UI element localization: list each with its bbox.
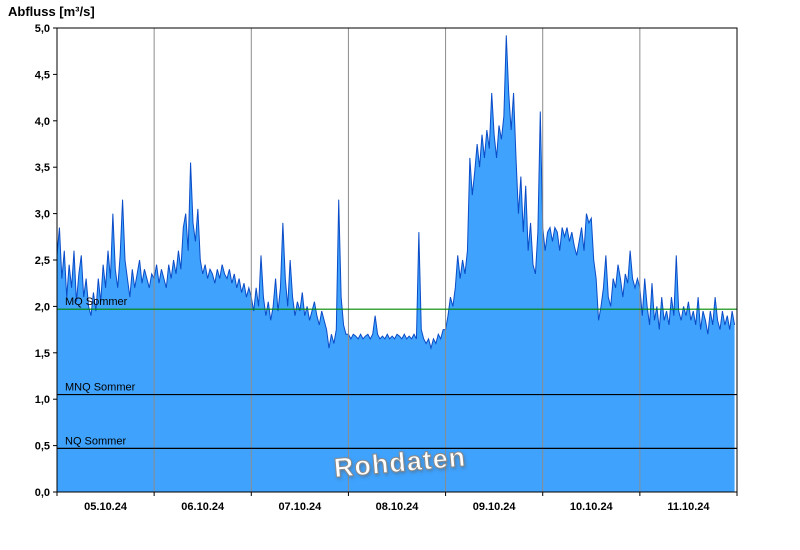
y-tick-label: 4,5 [35, 69, 50, 81]
x-tick-label: 10.10.24 [570, 501, 614, 513]
y-tick-label: 3,0 [35, 209, 50, 221]
x-tick-label: 08.10.24 [376, 501, 420, 513]
reference-line-label: NQ Sommer [65, 435, 126, 447]
y-tick-label: 3,5 [35, 162, 50, 174]
y-tick-label: 0,5 [35, 441, 50, 453]
y-axis-title: Abfluss [m³/s] [8, 4, 95, 19]
reference-line-label: MQ Sommer [65, 296, 128, 308]
y-tick-label: 1,5 [35, 348, 50, 360]
y-tick-label: 2,5 [35, 255, 50, 267]
discharge-area [57, 35, 735, 493]
y-tick-label: 2,0 [35, 301, 50, 313]
x-tick-label: 06.10.24 [181, 501, 225, 513]
reference-line-label: MNQ Sommer [65, 382, 136, 394]
x-tick-label: 05.10.24 [84, 501, 128, 513]
x-tick-label: 07.10.24 [278, 501, 322, 513]
x-tick-label: 11.10.24 [667, 501, 710, 513]
y-tick-label: 1,0 [35, 394, 50, 406]
y-tick-label: 5,0 [35, 23, 50, 35]
y-tick-label: 4,0 [35, 116, 50, 128]
y-tick-label: 0,0 [35, 487, 50, 499]
discharge-line [56, 35, 736, 351]
x-tick-label: 09.10.24 [473, 501, 517, 513]
